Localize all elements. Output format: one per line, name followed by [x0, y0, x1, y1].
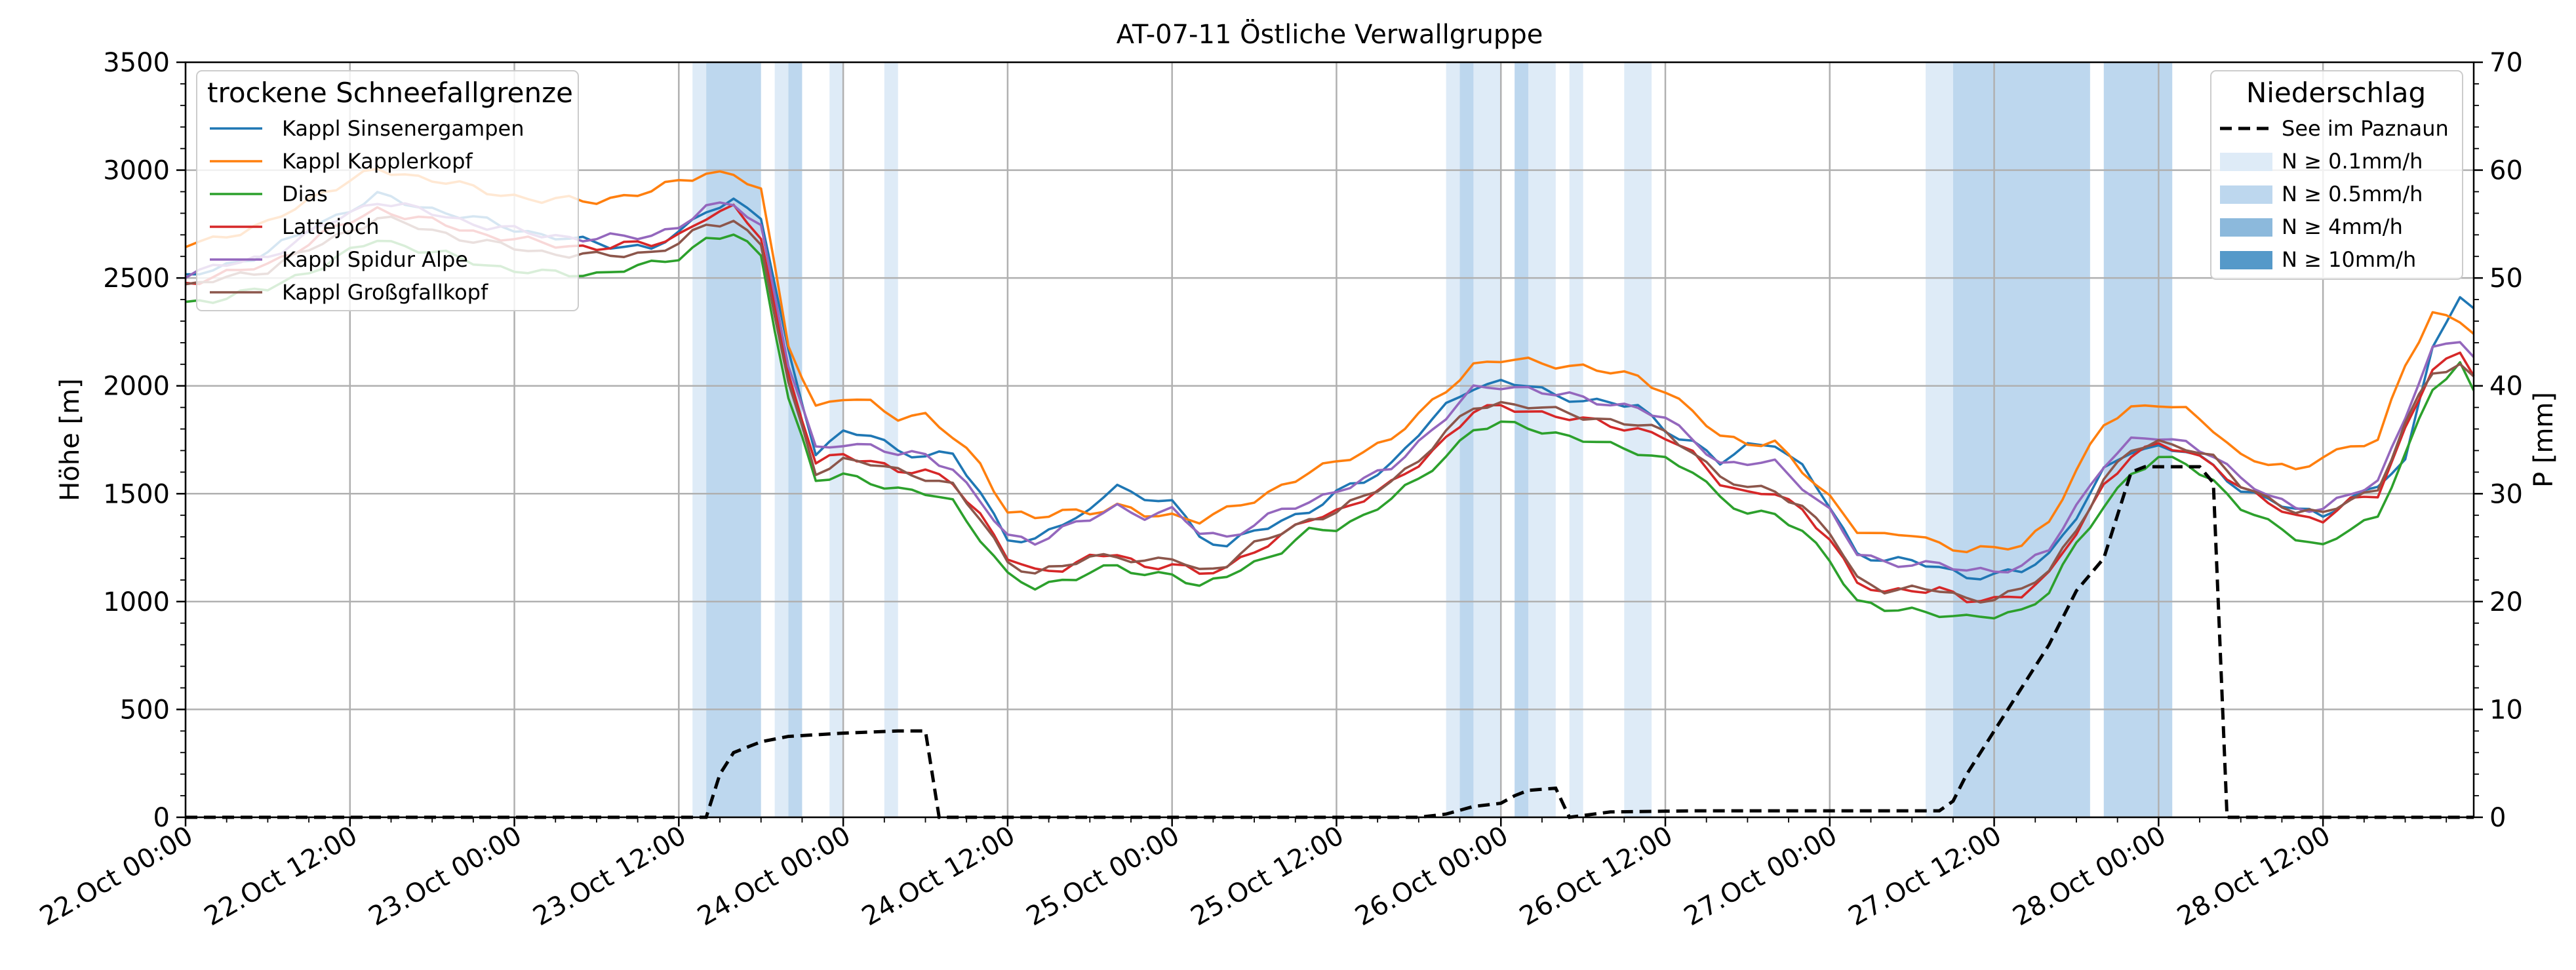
legend-intensity-swatch-0 [2220, 153, 2272, 171]
y-axis-label: Höhe [m] [55, 378, 85, 501]
precip-band-13 [1926, 62, 1953, 817]
legend-snowline-title: trockene Schneefallgrenze [207, 77, 573, 109]
legend-precipitation: Niederschlag See im Paznaun N ≥ 0.1mm/h N … [2210, 70, 2463, 280]
precip-cumulative-layer [186, 465, 2474, 819]
y2-tick-label-3: 30 [2489, 479, 2523, 509]
legend-precip-label: See im Paznaun [2282, 116, 2449, 141]
legend-label-2: Dias [282, 182, 328, 206]
precip-band-10 [1528, 62, 1556, 817]
legend-precip-title: Niederschlag [2246, 77, 2426, 109]
plot-frame [184, 61, 2475, 819]
legend-label-1: Kappl Kapplerkopf [282, 149, 473, 174]
y-tick-label-4: 2000 [103, 372, 170, 402]
legend-intensity-label-3: N ≥ 10mm/h [2282, 247, 2416, 272]
y2-tick-label-4: 40 [2489, 372, 2523, 402]
precip-cumulative-line [186, 465, 2474, 819]
precip-band-8 [1473, 62, 1501, 817]
precip-intensity-bands [692, 62, 2173, 817]
precip-band-7 [1459, 62, 1474, 817]
y-tick-label-1: 500 [120, 695, 170, 725]
y2-tick-label-6: 60 [2489, 156, 2523, 186]
legend-intensity-label-0: N ≥ 0.1mm/h [2282, 149, 2423, 174]
precip-band-2 [774, 62, 789, 817]
legend-label-3: Lattejoch [282, 214, 380, 239]
precip-band-6 [1446, 62, 1460, 817]
y2-tick-label-2: 20 [2489, 587, 2523, 617]
chart-title: AT-07-11 Östliche Verwallgruppe [1117, 18, 1543, 50]
y-tick-label-5: 2500 [103, 263, 170, 294]
legend-label-5: Kappl Großgfallkopf [282, 280, 488, 305]
precip-band-1 [706, 62, 761, 817]
legend-label-4: Kappl Spidur Alpe [282, 247, 468, 272]
precip-band-12 [1624, 62, 1652, 817]
legend-intensity-swatch-3 [2220, 251, 2272, 269]
legend-snowline-frame [196, 70, 579, 311]
legend-intensity-swatch-2 [2220, 218, 2272, 237]
y2-tick-label-5: 50 [2489, 263, 2523, 294]
legend-intensity-label-2: N ≥ 4mm/h [2282, 214, 2403, 239]
legend-snowline: trockene Schneefallgrenze Kappl Sinsener… [196, 70, 579, 311]
y-tick-label-6: 3000 [103, 156, 170, 186]
precip-band-5 [884, 62, 898, 817]
y2-tick-label-7: 70 [2489, 48, 2523, 78]
y-tick-label-3: 1500 [103, 479, 170, 509]
legend-intensity-swatch-1 [2220, 185, 2272, 204]
y-tick-label-0: 0 [153, 803, 170, 833]
legend-intensity-label-1: N ≥ 0.5mm/h [2282, 182, 2423, 206]
precip-band-9 [1515, 62, 1529, 817]
precip-band-3 [788, 62, 803, 817]
y-tick-label-2: 1000 [103, 587, 170, 617]
legend-label-0: Kappl Sinsenergampen [282, 116, 525, 141]
legend-precip-frame [2210, 70, 2463, 280]
precip-band-0 [692, 62, 707, 817]
precip-band-4 [829, 62, 844, 817]
y2-tick-label-1: 10 [2489, 695, 2523, 725]
precip-band-14 [1952, 62, 2090, 817]
y-tick-label-7: 3500 [103, 48, 170, 78]
y2-axis-label: P [mm] [2529, 392, 2559, 488]
y2-tick-label-0: 0 [2489, 803, 2506, 833]
